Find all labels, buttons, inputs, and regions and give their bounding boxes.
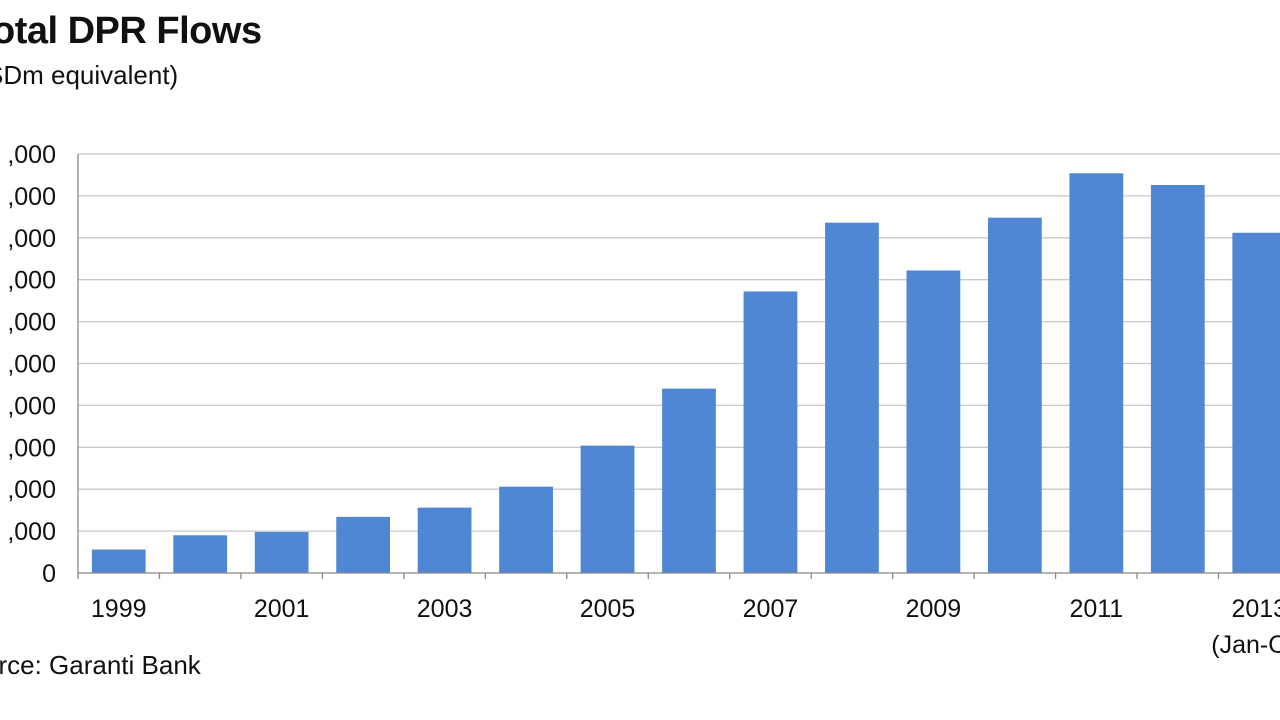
x-tick-label: 2005 <box>580 595 636 623</box>
chart-title: otal DPR Flows <box>0 10 262 52</box>
bar-1999 <box>91 549 146 573</box>
y-tick-label: ,000 <box>7 141 56 169</box>
bar-2009 <box>906 270 961 573</box>
y-tick-label: 0 <box>42 560 56 588</box>
y-tick-label: ,000 <box>7 225 56 253</box>
x-tick-label: 2009 <box>906 595 962 623</box>
bar-2006 <box>662 388 716 573</box>
y-tick-label: ,000 <box>7 183 56 211</box>
bar-2010 <box>987 217 1042 574</box>
tick-labels: 0 ,000 ,000 ,000 ,000 ,000 ,000 ,000 ,000 ,000 ,00… <box>7 141 1280 659</box>
x-tick-label: 2007 <box>743 595 799 623</box>
x-tick-label: 2013 <box>1231 595 1280 623</box>
bar-2004 <box>499 486 553 573</box>
x-tick-label: 2011 <box>1069 595 1123 623</box>
source-note: urce: Garanti Bank <box>0 650 201 680</box>
bar-2007 <box>743 291 798 573</box>
bar-2000 <box>173 535 228 573</box>
bars <box>91 173 1280 574</box>
x-tick-sublabel: (Jan-O <box>1211 631 1280 659</box>
bar-2001 <box>254 531 309 573</box>
x-tick-label: 2001 <box>254 595 310 623</box>
bar-2013 <box>1232 232 1280 573</box>
x-tick-label: 1999 <box>91 595 147 623</box>
bar-2011 <box>1069 173 1124 574</box>
chart-subtitle: SDm equivalent) <box>0 60 179 90</box>
y-tick-label: ,000 <box>7 392 56 420</box>
y-tick-label: ,000 <box>7 351 56 379</box>
x-tick-label: 2003 <box>417 595 473 623</box>
bar-2008 <box>825 222 879 573</box>
y-tick-label: ,000 <box>7 309 56 337</box>
y-tick-label: ,000 <box>7 476 56 504</box>
y-tick-label: ,000 <box>7 434 56 462</box>
bar-2002 <box>336 516 391 573</box>
bar-2012 <box>1150 185 1205 574</box>
y-tick-label: ,000 <box>7 518 56 546</box>
y-tick-label: ,000 <box>7 267 56 295</box>
axes <box>77 154 1280 579</box>
bar-2003 <box>417 507 472 573</box>
bar-2005 <box>580 445 635 573</box>
